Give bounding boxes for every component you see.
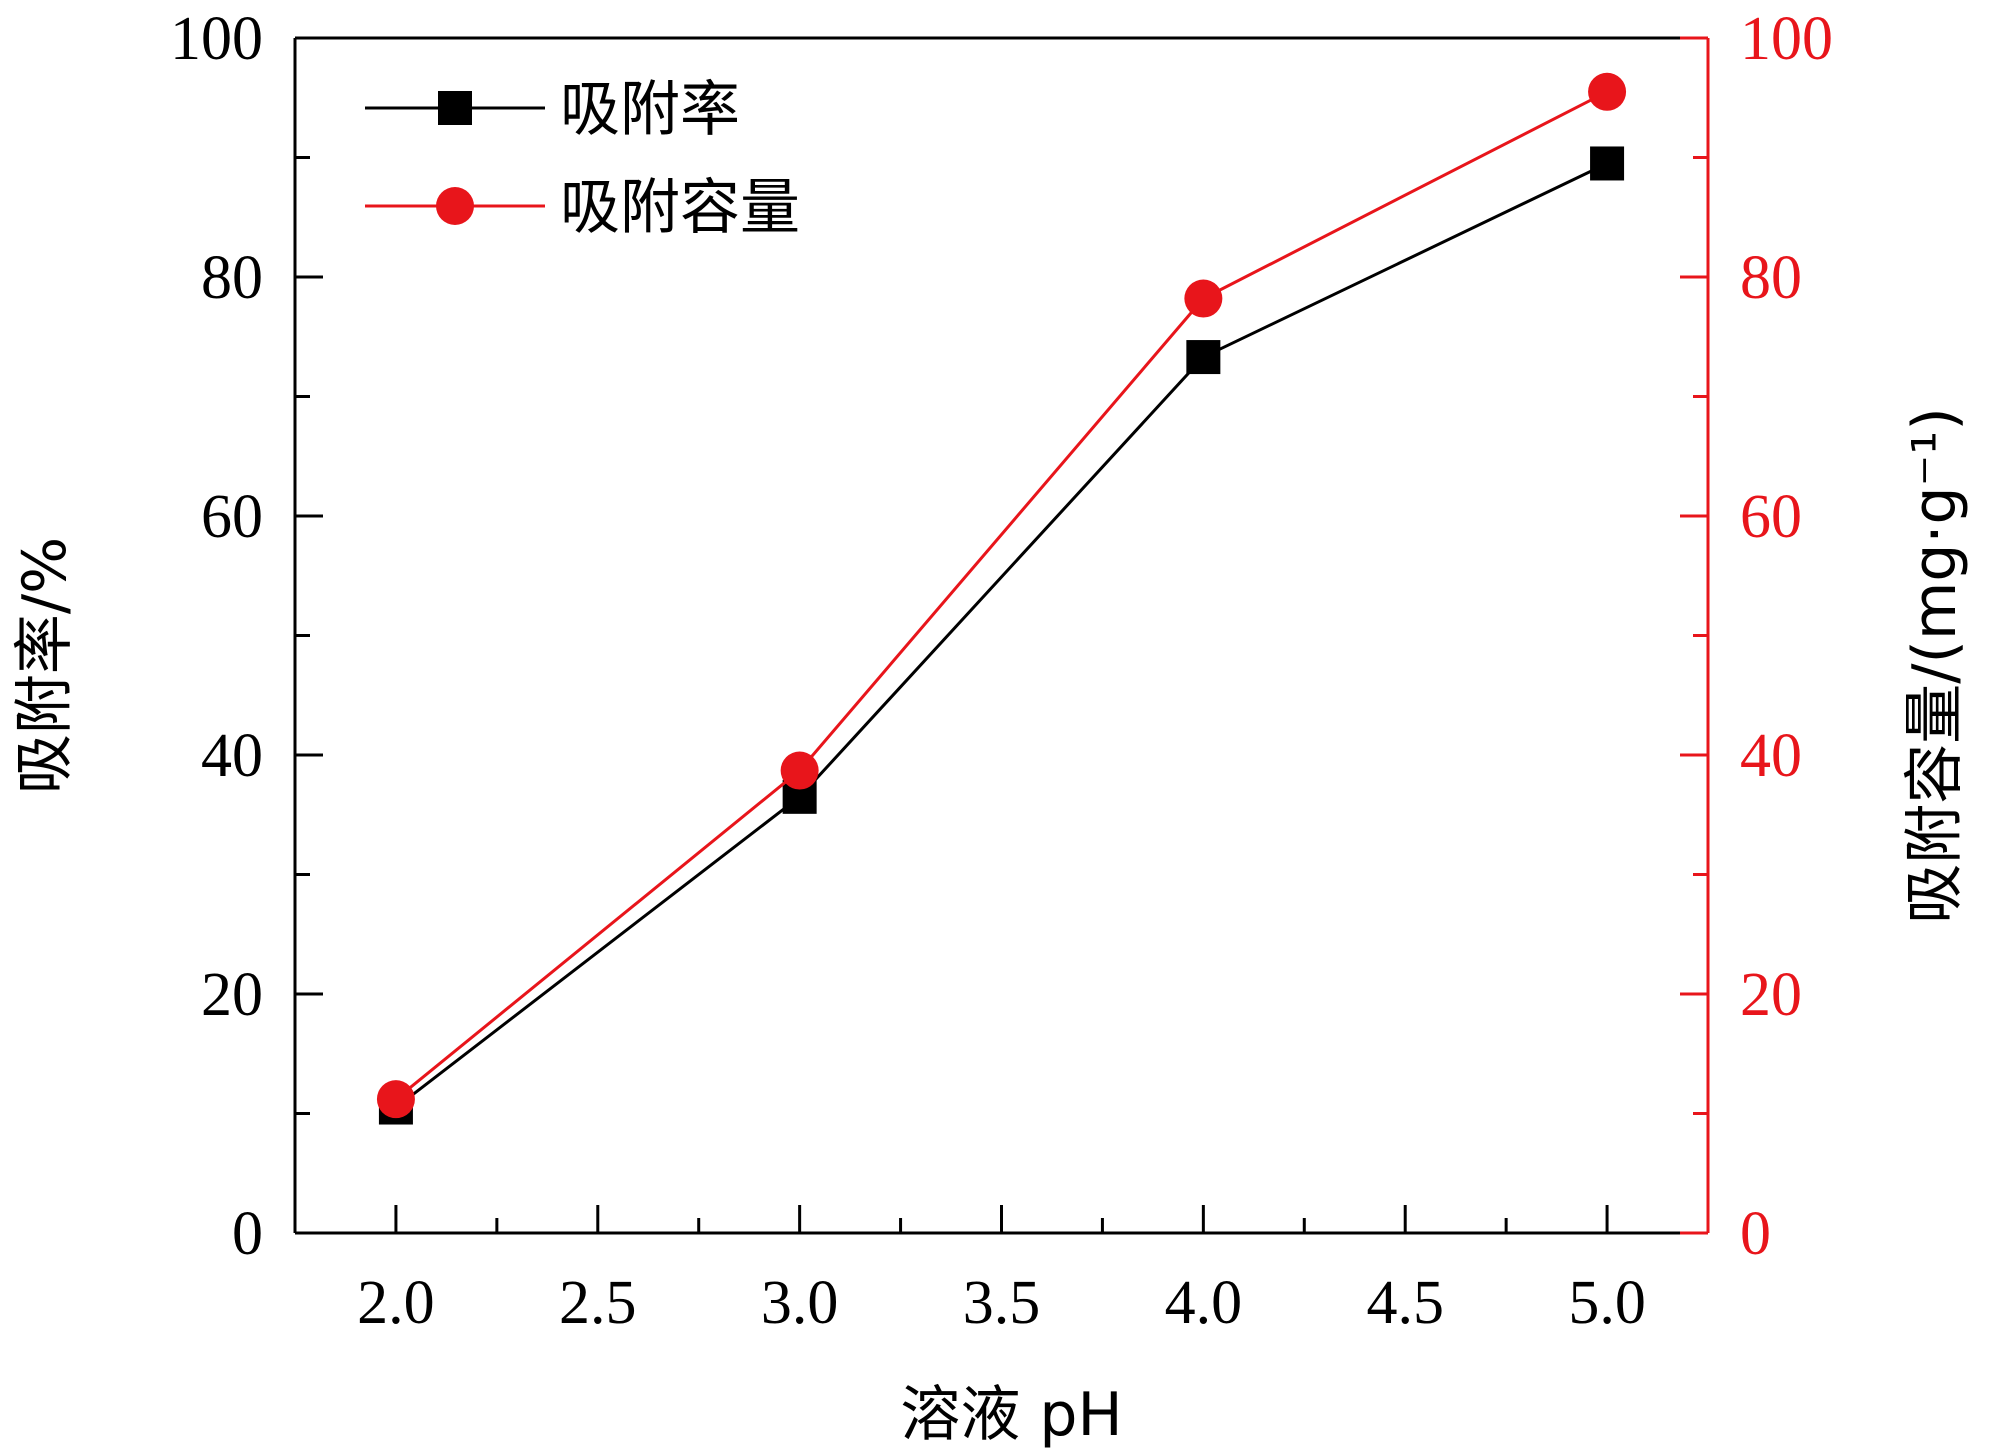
- series-layer: [376, 72, 1627, 1125]
- left-y-tick-label: 80: [201, 244, 263, 312]
- x-tick-label: 4.0: [1165, 1269, 1243, 1337]
- right-y-axis-title: 吸附容量/(mg·g⁻¹): [1900, 407, 1970, 923]
- x-tick-label: 2.5: [559, 1269, 637, 1337]
- data-point-circle: [376, 1080, 415, 1119]
- legend-marker-square: [438, 91, 472, 125]
- axes-group: 2.0 2.5 3.0 3.5 4.0 4.5 5.0 0 20 40 60 80 100 0 20 40 60…: [170, 5, 1833, 1337]
- right-y-tick-label: 60: [1740, 483, 1802, 551]
- right-y-tick-label: 80: [1740, 244, 1802, 312]
- data-point-square: [1186, 340, 1221, 375]
- x-tick-label: 2.0: [357, 1269, 435, 1337]
- axis-titles: 溶液 pH 吸附率/% 吸附容量/(mg·g⁻¹): [10, 407, 1970, 1450]
- series-line-adsorption-capacity: [394, 90, 1608, 1101]
- left-y-tick-label: 40: [201, 722, 263, 790]
- data-point-square: [1590, 146, 1625, 181]
- data-point-circle: [780, 751, 819, 790]
- x-tick-label: 4.5: [1366, 1269, 1444, 1337]
- right-y-tick-label: 0: [1740, 1200, 1771, 1268]
- left-y-tick-label: 100: [170, 5, 263, 73]
- right-y-tick-label: 40: [1740, 722, 1802, 790]
- legend-label: 吸附容量: [560, 173, 800, 243]
- series-line-adsorption-rate: [395, 162, 1608, 1109]
- left-y-tick-label: 20: [201, 961, 263, 1029]
- data-point-circle: [1184, 279, 1223, 318]
- left-y-tick-label: 60: [201, 483, 263, 551]
- x-tick-label: 5.0: [1568, 1269, 1646, 1337]
- legend-marker-circle: [436, 187, 474, 225]
- right-y-tick-label: 20: [1740, 961, 1802, 1029]
- left-y-axis-title: 吸附率/%: [10, 537, 80, 794]
- x-tick-label: 3.5: [963, 1269, 1041, 1337]
- right-y-tick-label: 100: [1740, 5, 1833, 73]
- x-tick-label: 3.0: [761, 1269, 839, 1337]
- legend-label: 吸附率: [560, 75, 740, 145]
- left-y-tick-label: 0: [232, 1200, 263, 1268]
- x-axis-title: 溶液 pH: [900, 1380, 1122, 1450]
- data-point-circle: [1588, 72, 1627, 111]
